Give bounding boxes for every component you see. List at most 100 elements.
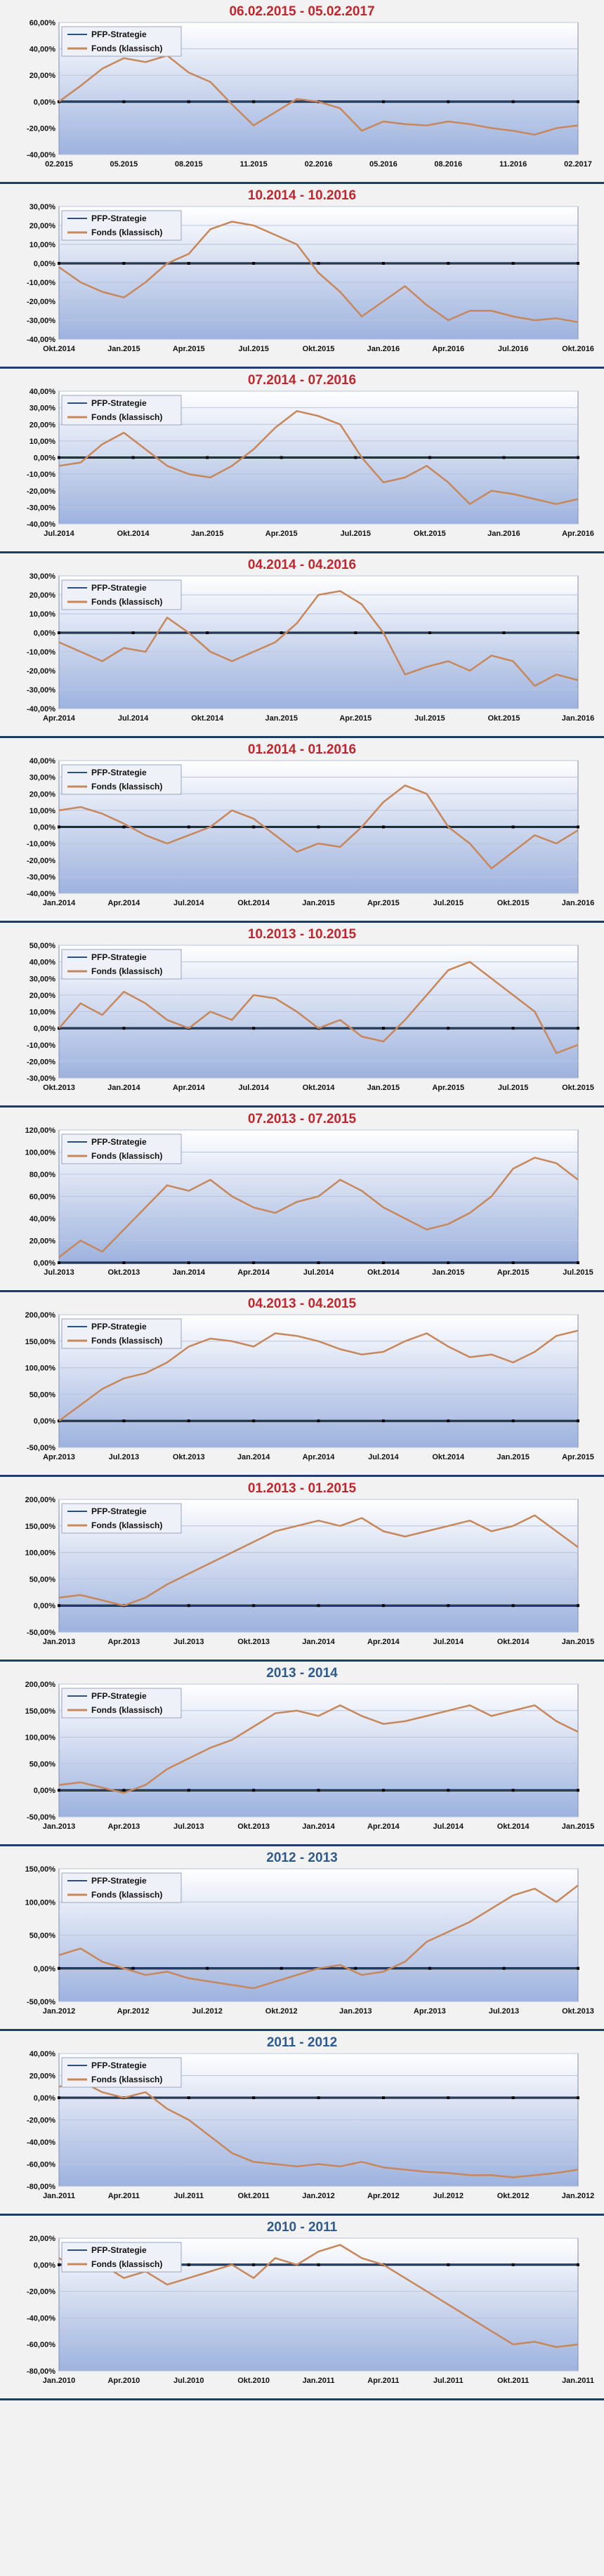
chart-panel: 50,00% 40,00% 30,00% 20,00% 10,00% 0,00% -10,0…	[0, 923, 604, 1108]
y-tick-label: 80,00%	[29, 1171, 56, 1179]
y-tick-label: -20,00%	[27, 2117, 55, 2125]
legend-label-fonds-klassisch: Fonds (klassisch)	[91, 966, 162, 976]
series-line-fonds-klassisch	[58, 2080, 579, 2179]
series-marker	[187, 2263, 190, 2266]
y-tick-label: 20,00%	[29, 591, 56, 600]
x-tick-label: Okt.2011	[497, 2377, 529, 2385]
series-marker	[131, 1966, 135, 1970]
series-marker	[381, 1789, 385, 1792]
y-tick-label: -50,00%	[27, 1444, 55, 1452]
x-tick-label: Jan.2012	[43, 2007, 75, 2016]
legend-label-fonds-klassisch: Fonds (klassisch)	[91, 1705, 162, 1715]
x-tick-label: Jul.2012	[192, 2007, 222, 2016]
series-marker	[511, 2096, 515, 2099]
legend-box	[61, 1688, 182, 1719]
y-tick-label: 0,00%	[34, 1417, 55, 1426]
series-line-fonds-klassisch	[58, 961, 579, 1054]
series-marker	[252, 2096, 256, 2099]
y-tick-label: -30,00%	[27, 686, 55, 695]
x-tick-label: 05.2015	[110, 160, 138, 169]
series-marker	[58, 1027, 60, 1030]
x-tick-label: Jan.2016	[562, 714, 594, 723]
line-chart: 20,00%0,00%-20,00%-40,00%-60,00%-80,00%J…	[27, 2235, 594, 2385]
x-tick-label: Jul.2011	[173, 2192, 204, 2200]
x-tick-label: Jan.2012	[562, 2192, 594, 2200]
series-marker	[577, 2096, 579, 2099]
x-tick-label: 02.2017	[564, 160, 592, 169]
series-marker	[447, 262, 450, 265]
legend-box	[61, 1503, 182, 1534]
y-tick-label: -80,00%	[27, 2367, 55, 2376]
y-tick-label: -30,00%	[27, 317, 55, 325]
y-tick-label: -60,00%	[27, 2341, 55, 2349]
legend-label-pfp-strategie: PFP-Strategie	[91, 583, 147, 593]
y-tick-label: 100,00%	[25, 1365, 56, 1373]
series-marker	[354, 456, 357, 459]
legend-label-fonds-klassisch: Fonds (klassisch)	[91, 1336, 162, 1346]
x-tick-label: Jul.2015	[498, 1084, 528, 1092]
chart-title: 04.2014 - 04.2016	[247, 558, 357, 572]
series-line-fonds-klassisch	[58, 54, 579, 136]
x-tick-label: Jan.2015	[562, 1638, 594, 1646]
x-tick-label: Apr.2014	[237, 1268, 270, 1277]
line-chart: 200,00%150,00%100,00%50,00%0,00%-50,00%A…	[25, 1311, 594, 1461]
series-marker	[317, 1261, 320, 1264]
legend-label-pfp-strategie: PFP-Strategie	[91, 1322, 147, 1332]
series-marker	[252, 100, 256, 103]
y-tick-label: 40,00%	[29, 388, 56, 396]
x-tick-label: Apr.2016	[432, 345, 464, 353]
y-tick-label: 30,00%	[29, 774, 56, 782]
series-marker	[280, 631, 283, 634]
y-tick-label: -20,00%	[27, 124, 55, 133]
legend-label-pfp-strategie: PFP-Strategie	[91, 1691, 147, 1701]
x-tick-label: Okt.2015	[303, 345, 335, 353]
x-tick-label: Jan.2015	[432, 1268, 464, 1277]
legend: PFP-Strategie Fonds (klassisch)	[61, 395, 182, 426]
x-tick-label: Jul.2014	[433, 1638, 464, 1646]
y-tick-label: 200,00%	[25, 1496, 56, 1504]
x-tick-label: Jan.2015	[265, 714, 297, 723]
chart-panel: 30,00% 20,00% 10,00% 0,00% -10,00% -20,00% -30…	[0, 553, 604, 738]
chart-title: 2013 - 2014	[266, 1666, 338, 1681]
x-tick-label: Okt.2016	[562, 345, 594, 353]
x-tick-label: Apr.2015	[562, 1453, 594, 1461]
x-tick-label: Jan.2015	[302, 899, 334, 907]
y-tick-label: 20,00%	[29, 222, 56, 230]
x-tick-label: Apr.2016	[562, 530, 594, 538]
x-tick-label: 08.2015	[175, 160, 203, 169]
x-tick-label: Jan.2014	[302, 1638, 335, 1646]
legend-label-pfp-strategie: PFP-Strategie	[91, 1876, 147, 1886]
x-tick-label: Jan.2015	[367, 1084, 400, 1092]
y-tick-label: -10,00%	[27, 1041, 55, 1050]
y-tick-label: -50,00%	[27, 1629, 55, 1637]
y-tick-label: -10,00%	[27, 279, 55, 287]
x-tick-label: Jan.2014	[173, 1268, 206, 1277]
series-marker	[131, 456, 135, 459]
series-marker	[252, 1789, 256, 1792]
x-tick-label: Jul.2014	[238, 1084, 269, 1092]
x-tick-label: Jan.2013	[339, 2007, 372, 2016]
y-tick-label: 10,00%	[29, 438, 56, 446]
y-tick-label: 40,00%	[29, 757, 56, 765]
x-tick-label: Okt.2014	[237, 899, 270, 907]
y-tick-label: -20,00%	[27, 2288, 55, 2296]
y-tick-label: -40,00%	[27, 2314, 55, 2322]
series-line-fonds-klassisch	[58, 221, 579, 323]
x-tick-label: Apr.2015	[339, 714, 372, 723]
x-tick-label: Jan.2011	[303, 2377, 335, 2385]
legend-label-pfp-strategie: PFP-Strategie	[91, 29, 147, 39]
series-marker	[252, 1027, 256, 1030]
series-marker	[502, 456, 506, 459]
x-tick-label: Apr.2014	[173, 1084, 206, 1092]
series-marker	[381, 1419, 385, 1423]
x-tick-label: Jul.2013	[44, 1268, 74, 1277]
x-tick-label: Jul.2010	[173, 2377, 204, 2385]
series-marker	[577, 2263, 579, 2266]
x-tick-label: Okt.2013	[562, 2007, 594, 2016]
legend-label-pfp-strategie: PFP-Strategie	[91, 2245, 147, 2255]
x-tick-label: Apr.2014	[107, 899, 140, 907]
x-tick-label: 11.2015	[240, 160, 268, 169]
x-tick-label: Apr.2010	[107, 2377, 140, 2385]
series-marker	[206, 456, 209, 459]
series-marker	[58, 1789, 60, 1792]
